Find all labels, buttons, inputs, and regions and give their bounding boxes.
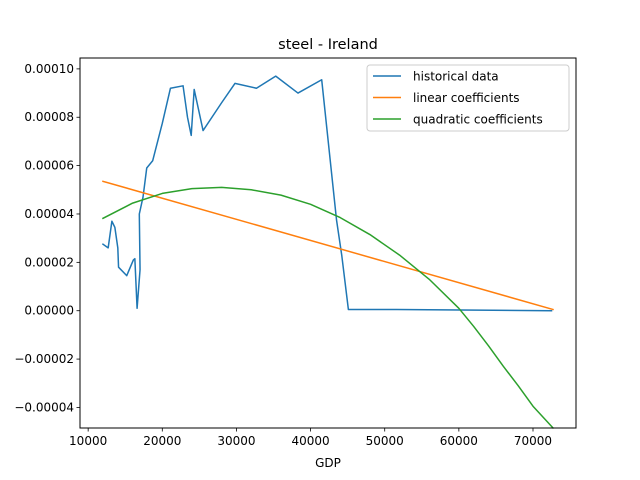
- x-axis-label: GDP: [315, 456, 341, 470]
- y-tick-label: 0.00000: [24, 304, 74, 318]
- x-tick-label: 30000: [217, 434, 255, 448]
- chart-title: steel - Ireland: [278, 37, 378, 53]
- legend: historical data linear coefficients quadra…: [366, 64, 570, 132]
- x-tick-label: 70000: [514, 434, 552, 448]
- y-tick-label: 0.00010: [24, 62, 74, 76]
- x-tick-label: 20000: [143, 434, 181, 448]
- x-tick-label: 60000: [440, 434, 478, 448]
- y-tick-label: 0.00006: [24, 159, 74, 173]
- series-line-0: [101, 75, 553, 312]
- series-line-1: [102, 180, 554, 311]
- y-axis: −0.00004 −0.00002 0.00000 0.00002 0.00004 0.0…: [14, 62, 80, 414]
- y-tick-label: 0.00008: [24, 110, 74, 124]
- x-axis: 10000 20000 30000 40000 50000 60000 70000: [69, 428, 552, 448]
- x-tick-label: 10000: [69, 434, 107, 448]
- x-tick-label: 50000: [366, 434, 404, 448]
- series-line-2: [101, 186, 555, 430]
- y-tick-label: −0.00002: [14, 352, 74, 366]
- y-tick-label: 0.00002: [24, 255, 74, 269]
- legend-label-1: linear coefficients: [413, 91, 520, 105]
- legend-label-2: quadratic coefficients: [413, 113, 543, 127]
- legend-box: [366, 64, 570, 132]
- legend-label-0: historical data: [413, 70, 499, 84]
- y-tick-label: −0.00004: [14, 400, 74, 414]
- plot-frame: [79, 57, 577, 429]
- x-tick-label: 40000: [291, 434, 329, 448]
- series-layer: [101, 75, 555, 430]
- y-tick-label: 0.00004: [24, 207, 74, 221]
